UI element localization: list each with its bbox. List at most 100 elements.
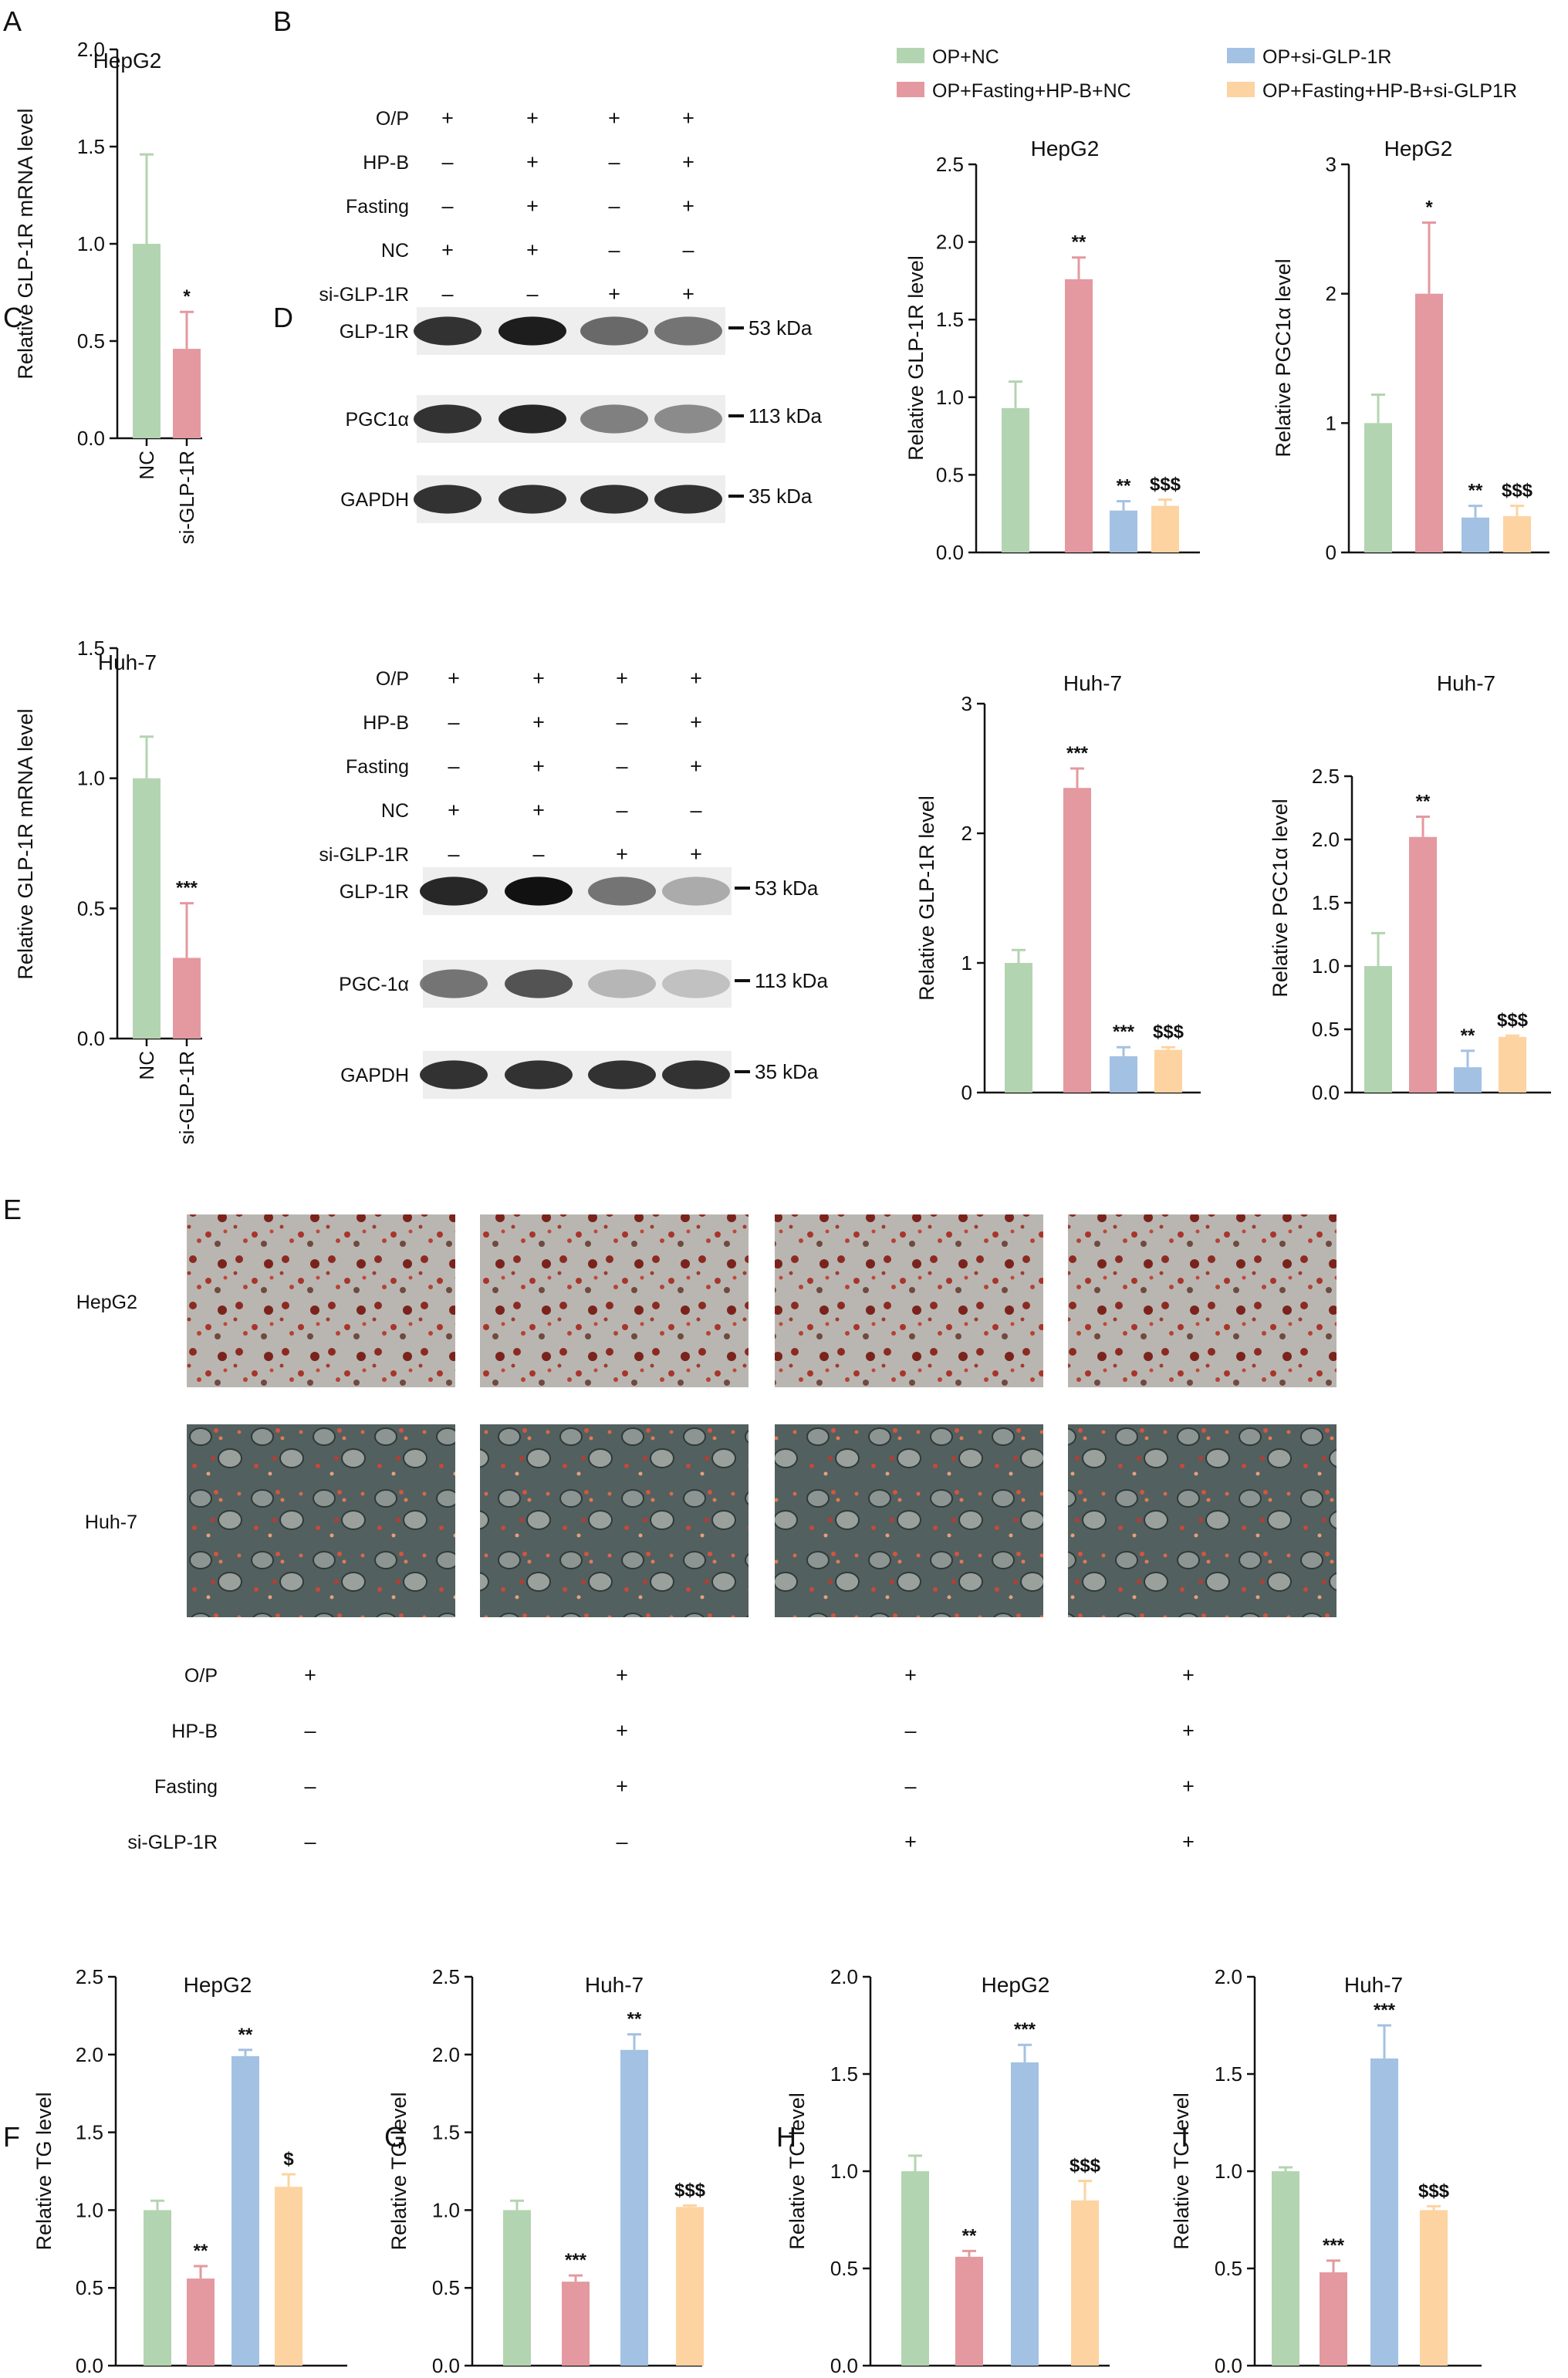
condition-mark: + (682, 194, 694, 218)
y-tick-label: 2.5 (936, 153, 964, 176)
bar (1420, 2210, 1448, 2366)
bar (503, 2210, 531, 2366)
condition-label: NC (381, 240, 409, 262)
significance-label: ** (1416, 791, 1431, 812)
condition-label: si-GLP-1R (319, 844, 409, 866)
condition-mark: – (690, 799, 701, 822)
blot-band (414, 316, 482, 346)
legend-label: OP+si-GLP-1R (1262, 46, 1391, 68)
condition-mark: + (526, 194, 539, 218)
condition-mark: + (616, 843, 628, 866)
bar (173, 958, 201, 1039)
significance-label: ** (1117, 476, 1131, 497)
kda-label: 35 kDa (749, 485, 813, 508)
chart-d1: 0 1 2 3 Relative GLP-1R level Huh-7 *** *** $$$ (915, 671, 1201, 1104)
condition-mark: + (690, 667, 702, 690)
significance-label: *** (1113, 1022, 1135, 1042)
condition-mark: + (532, 755, 545, 778)
condition-mark: – (441, 150, 453, 174)
blot-band (505, 877, 573, 906)
condition-mark: + (526, 150, 539, 174)
chart-title: HepG2 (982, 1973, 1050, 1997)
significance-label: ** (962, 2225, 977, 2246)
condition-mark: – (608, 238, 620, 262)
panel-letter-a: A (3, 5, 22, 37)
chart-g: 0.0 0.5 1.0 1.5 2.0 2.5 Relative TG level Huh-7… (387, 1965, 706, 2377)
y-tick-label: 0.5 (1215, 2257, 1242, 2280)
micrograph-image (1068, 1424, 1337, 1617)
bar (1409, 836, 1437, 1093)
bar (133, 778, 161, 1039)
significance-label: *** (1066, 743, 1089, 764)
condition-mark: + (448, 667, 460, 690)
blot-band (654, 404, 722, 434)
blot-band (414, 485, 482, 514)
chart-a: 0.0 0.5 1.0 1.5 2.0 Relative GLP-1R mRNA leve… (14, 38, 202, 544)
chart-i: 0.0 0.5 1.0 1.5 2.0 Relative TC level Huh-7 ***… (1170, 1965, 1482, 2377)
bar (1364, 966, 1392, 1093)
y-tick-label: 1.5 (936, 308, 964, 331)
bar (1071, 2200, 1099, 2366)
condition-mark: – (448, 843, 459, 866)
condition-label: Fasting (154, 1776, 218, 1798)
condition-mark: – (616, 711, 627, 734)
y-tick-label: 2.0 (1215, 1965, 1242, 1988)
condition-mark: – (304, 1830, 316, 1853)
condition-mark: – (616, 755, 627, 778)
y-tick-label: 2.0 (432, 2043, 460, 2066)
y-tick-label: 0.0 (936, 541, 964, 564)
significance-label: $$$ (1497, 1010, 1529, 1031)
condition-label: O/P (376, 108, 409, 130)
bar (1011, 2062, 1039, 2366)
bar (1002, 407, 1029, 552)
significance-label: $$$ (1418, 2180, 1450, 2201)
bar (1462, 517, 1489, 552)
y-tick-label: 1.0 (76, 2198, 103, 2221)
chart-b1: 0.0 0.5 1.0 1.5 2.0 2.5 Relative GLP-1R level H… (904, 137, 1200, 564)
chart-c: 0.0 0.5 1.0 1.5 Relative GLP-1R mRNA level Hu… (14, 637, 202, 1144)
condition-mark: – (616, 799, 627, 822)
significance-label: *** (1374, 2000, 1396, 2021)
condition-label: Fasting (346, 756, 409, 778)
y-axis-label: Relative GLP-1R mRNA level (14, 108, 37, 379)
condition-label: NC (381, 800, 409, 822)
significance-label: ** (1072, 232, 1086, 253)
y-tick-label: 0.5 (432, 2276, 460, 2299)
bar (955, 2256, 983, 2366)
panel-letter-c: C (3, 302, 23, 333)
y-tick-label: 2.0 (77, 38, 105, 61)
condition-mark: + (532, 799, 545, 822)
y-tick-label: 1.5 (77, 135, 105, 158)
condition-label: HP-B (363, 712, 409, 734)
band-label: PGC-1α (339, 974, 409, 995)
y-tick-label: 1.0 (432, 2198, 460, 2221)
condition-mark: – (616, 1830, 627, 1853)
condition-mark: + (608, 282, 620, 306)
kda-label: 35 kDa (755, 1060, 819, 1083)
y-tick-label: 0 (1326, 541, 1337, 564)
x-tick-label: NC (135, 1051, 158, 1080)
micrograph-image (775, 1214, 1043, 1387)
kda-label: 53 kDa (755, 877, 819, 900)
condition-mark: + (616, 667, 628, 690)
blot-band (662, 1060, 730, 1089)
y-axis-label: Relative TC level (1170, 2093, 1193, 2250)
panel-letter-d: D (273, 302, 293, 333)
bar (1499, 1036, 1526, 1093)
significance-label: $$$ (674, 2180, 706, 2201)
blot-band (654, 316, 722, 346)
y-tick-label: 0.5 (1312, 1018, 1340, 1041)
y-tick-label: 1.5 (432, 2121, 460, 2144)
micrograph-image (187, 1424, 455, 1617)
bar (1503, 516, 1531, 552)
blot-band (580, 404, 648, 434)
bar (562, 2282, 590, 2366)
significance-label: *** (1014, 2019, 1036, 2040)
significance-label: ** (238, 2025, 253, 2045)
y-tick-label: 2.5 (1312, 765, 1340, 788)
blot-band (505, 1060, 573, 1089)
condition-label: O/P (376, 668, 409, 690)
condition-mark: – (904, 1719, 916, 1742)
significance-label: $$$ (1070, 2156, 1101, 2177)
panel-letter-e: E (3, 1194, 22, 1225)
